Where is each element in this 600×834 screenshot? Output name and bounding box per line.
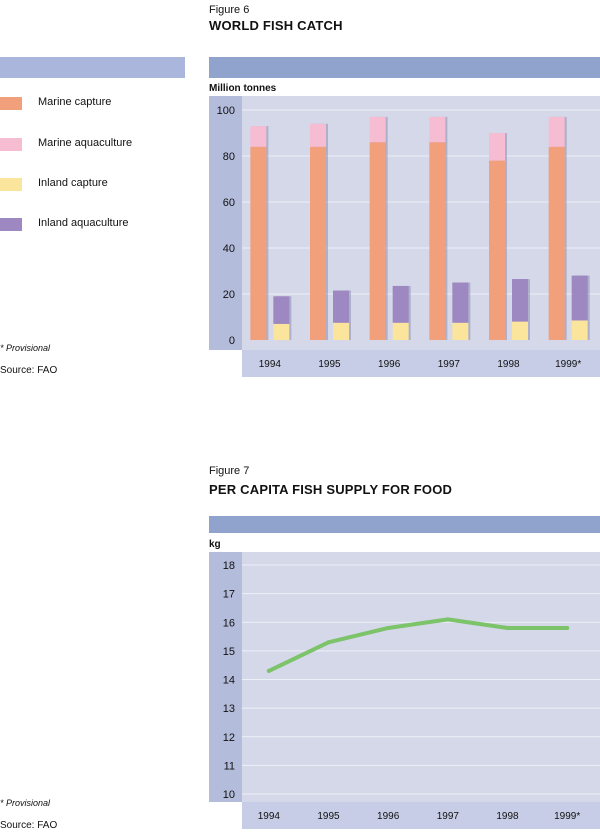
y-tick-label: 14 — [223, 675, 235, 687]
x-tick-label: 1995 — [318, 359, 341, 370]
y-tick-label: 40 — [223, 243, 235, 255]
bar-inland-capture — [273, 323, 290, 340]
y-tick-label: 18 — [223, 560, 235, 572]
figure6-header-band — [209, 57, 600, 78]
x-axis-band — [242, 350, 600, 377]
figure7-provisional-note: * Provisional — [0, 798, 51, 808]
figure7-label: Figure 7 — [209, 465, 250, 477]
inland-capture-swatch — [0, 178, 22, 191]
plot-area — [242, 552, 600, 802]
bar-inland-capture — [452, 322, 469, 340]
bar-marine-capture — [250, 146, 267, 340]
series-line-per-capita-supply — [266, 617, 570, 673]
data-point — [565, 625, 570, 630]
bar-inland-aquaculture — [571, 275, 588, 321]
marine-aquaculture-swatch — [0, 138, 22, 151]
y-tick-label: 100 — [217, 105, 235, 117]
bar-inland-capture — [512, 321, 528, 340]
legend-label: Marine aquaculture — [38, 137, 133, 149]
data-point — [445, 617, 450, 622]
bar-marine-capture — [429, 142, 446, 340]
bar-inland-capture — [333, 322, 349, 340]
bar-marine-capture — [548, 146, 565, 340]
y-tick-label: 11 — [224, 760, 235, 772]
y-axis-band — [209, 552, 242, 802]
y-tick-label: 12 — [223, 732, 235, 744]
x-tick-label: 1998 — [497, 359, 520, 370]
figure6-label: Figure 6 — [209, 4, 250, 16]
bar-marine-aquaculture — [548, 116, 565, 147]
figure7-source: Source: FAO — [0, 820, 58, 831]
y-tick-label: 13 — [223, 703, 235, 715]
bar-marine-capture — [489, 160, 505, 340]
y-axis-band — [209, 96, 242, 350]
x-tick-label: 1996 — [378, 359, 401, 370]
figure7-title: PER CAPITA FISH SUPPLY FOR FOOD — [209, 482, 453, 497]
x-axis-band — [242, 802, 600, 829]
figure6-unit-label: Million tonnes — [209, 83, 277, 94]
legend-label: Inland aquaculture — [38, 217, 129, 229]
figure7-unit-label: kg — [209, 539, 221, 550]
bar-marine-capture — [369, 142, 386, 340]
bar-marine-capture — [310, 146, 326, 340]
bar-inland-aquaculture — [452, 282, 469, 323]
y-tick-label: 16 — [223, 617, 235, 629]
bar-inland-capture — [571, 320, 588, 340]
bar-marine-aquaculture — [310, 123, 326, 147]
data-point — [326, 640, 331, 645]
y-tick-label: 0 — [229, 335, 235, 347]
figure6-provisional-note: * Provisional — [0, 343, 51, 353]
y-tick-label: 15 — [223, 646, 235, 658]
bar-inland-aquaculture — [512, 279, 528, 322]
bar-inland-aquaculture — [333, 290, 349, 323]
figure6-title: WORLD FISH CATCH — [209, 18, 343, 33]
bar-marine-aquaculture — [250, 126, 267, 147]
x-tick-label: 1997 — [437, 811, 460, 822]
bar-marine-aquaculture — [369, 116, 386, 143]
y-tick-label: 17 — [223, 589, 235, 601]
figure7-header-band — [209, 516, 600, 533]
y-tick-label: 20 — [223, 289, 235, 301]
bar-inland-aquaculture — [273, 296, 290, 324]
marine-capture-swatch — [0, 97, 22, 110]
figure6-legend: Marine capture Marine aquaculture Inland… — [0, 96, 200, 236]
data-point — [386, 625, 391, 630]
y-tick-label: 80 — [223, 151, 235, 163]
per-capita-fish-supply-chart: 10 11 12 13 14 15 16 17 18 1994 1995 1996 1997 1998 19… — [209, 552, 600, 829]
figure6-source: Source: FAO — [0, 365, 58, 376]
legend-label: Inland capture — [38, 177, 108, 189]
y-tick-label: 60 — [223, 197, 235, 209]
x-tick-label: 1995 — [317, 811, 340, 822]
bar-marine-aquaculture — [429, 116, 446, 143]
x-tick-label: 1999* — [554, 811, 580, 822]
legend-header-band — [0, 57, 185, 78]
plot-area — [242, 96, 600, 350]
x-tick-label: 1994 — [258, 811, 281, 822]
bar-inland-aquaculture — [392, 285, 409, 323]
x-tick-label: 1998 — [496, 811, 519, 822]
x-tick-label: 1994 — [259, 359, 282, 370]
y-tick-label: 10 — [223, 789, 235, 801]
data-point — [266, 668, 271, 673]
data-point — [505, 625, 510, 630]
x-tick-label: 1997 — [438, 359, 461, 370]
x-tick-label: 1999* — [555, 359, 581, 370]
inland-aquaculture-swatch — [0, 218, 22, 231]
x-tick-label: 1996 — [377, 811, 400, 822]
bar-marine-aquaculture — [489, 133, 505, 161]
bar-inland-capture — [392, 322, 409, 340]
legend-label: Marine capture — [38, 96, 112, 108]
world-fish-catch-chart: 0 20 40 60 80 100 1994 1995 1996 1997 1998 1999* — [209, 96, 600, 377]
